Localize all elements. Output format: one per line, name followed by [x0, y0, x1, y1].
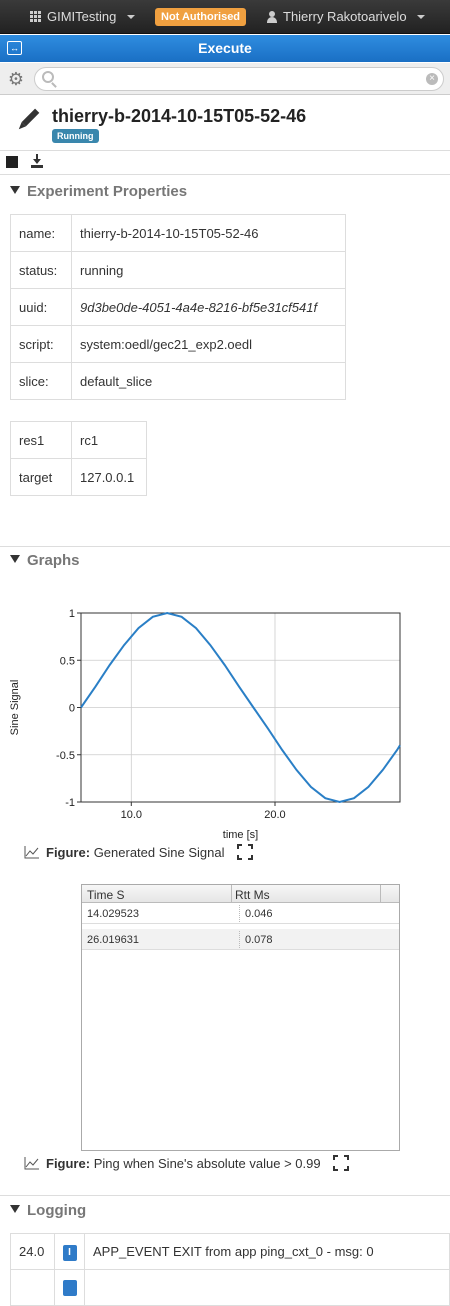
table-row: uuid: 9d3be0de-4051-4a4e-8216-bf5e31cf541…	[10, 288, 346, 326]
y-tick-label: 1	[69, 608, 75, 620]
divider	[0, 174, 450, 175]
property-key: status:	[10, 251, 72, 289]
toggle-panel-icon[interactable]: ↔	[7, 41, 22, 55]
user-dropdown[interactable]: Thierry Rakotoarivelo	[266, 9, 425, 24]
cell: 26.019631	[87, 934, 139, 946]
column-divider[interactable]	[231, 885, 232, 903]
x-tick-label: 20.0	[264, 809, 285, 821]
sine-chart: 1 0.5 0 -0.5 -1 10.0 20.0 time [s] Sine Signal	[9, 608, 401, 841]
section-graphs[interactable]: Graphs	[10, 552, 80, 569]
clear-search-icon[interactable]: ×	[426, 73, 438, 85]
figure-caption: Ping when Sine's absolute value > 0.99	[93, 1155, 321, 1171]
property-value: default_slice	[71, 362, 346, 400]
figure-caption-1: Figure: Generated Sine Signal	[24, 844, 253, 860]
caret-down-icon	[416, 14, 425, 19]
y-axis-label: Sine Signal	[9, 680, 21, 736]
stop-icon[interactable]	[6, 156, 18, 168]
x-tick-label: 10.0	[121, 809, 142, 821]
script-link[interactable]: system:oedl/gec21_exp2.oedl	[71, 325, 346, 363]
resource-value: rc1	[71, 421, 147, 459]
cell: 0.078	[245, 934, 273, 946]
column-header[interactable]: Time S	[87, 888, 125, 902]
caret-down-icon	[127, 14, 136, 19]
property-key: uuid:	[10, 288, 72, 326]
grid-icon	[30, 11, 41, 22]
figure-caption-2: Figure: Ping when Sine's absolute value …	[24, 1155, 349, 1171]
x-axis-label: time [s]	[223, 829, 258, 841]
figure-caption: Generated Sine Signal	[93, 844, 225, 860]
table-row: target 127.0.0.1	[10, 458, 147, 496]
ping-table: Time S Rtt Ms 14.029523 0.046 26.019631 …	[81, 884, 400, 1151]
execute-header: ↔ Execute	[0, 35, 450, 62]
property-key: slice:	[10, 362, 72, 400]
y-tick-label: -1	[65, 797, 75, 809]
info-icon: I	[62, 1244, 77, 1261]
property-key: script:	[10, 325, 72, 363]
divider	[0, 150, 450, 151]
log-row: 24.0 I APP_EVENT EXIT from app ping_cxt_…	[10, 1233, 450, 1270]
column-divider[interactable]	[380, 885, 381, 903]
cell: 0.046	[245, 908, 273, 920]
table-row: name: thierry-b-2014-10-15T05-52-46	[10, 214, 346, 252]
table-row: script: system:oedl/gec21_exp2.oedl	[10, 325, 346, 363]
top-navbar: GIMITesting Not Authorised Thierry Rakot…	[0, 0, 450, 34]
line-chart-icon	[24, 1157, 39, 1170]
resource-key: res1	[10, 421, 72, 459]
log-table: 24.0 I APP_EVENT EXIT from app ping_cxt_…	[10, 1233, 450, 1306]
project-name: GIMITesting	[47, 9, 117, 24]
download-icon[interactable]	[30, 154, 44, 168]
gear-icon[interactable]: ⚙	[7, 69, 25, 89]
user-name: Thierry Rakotoarivelo	[283, 9, 407, 24]
search-toolbar: ⚙ ×	[0, 63, 450, 95]
table-row: res1 rc1	[10, 421, 147, 459]
search-icon	[42, 71, 54, 83]
fullscreen-icon[interactable]	[236, 844, 253, 860]
figure-label: Figure:	[46, 1155, 91, 1171]
divider	[0, 546, 450, 547]
experiment-title: thierry-b-2014-10-15T05-52-46	[52, 106, 307, 126]
search-box: ×	[34, 67, 444, 91]
resource-value: 127.0.0.1	[71, 458, 147, 496]
table-row: status: running	[10, 251, 346, 289]
section-experiment-properties[interactable]: Experiment Properties	[10, 183, 187, 200]
resources-table: res1 rc1 target 127.0.0.1	[10, 421, 147, 496]
info-icon	[62, 1279, 77, 1296]
resource-key: target	[10, 458, 72, 496]
properties-table: name: thierry-b-2014-10-15T05-52-46 statu…	[10, 214, 346, 400]
execute-title: Execute	[198, 40, 252, 56]
column-header[interactable]: Rtt Ms	[235, 888, 270, 902]
cell: 14.029523	[87, 908, 139, 920]
y-tick-label: 0	[69, 703, 75, 715]
line-chart-icon	[24, 846, 39, 859]
table-header: Time S Rtt Ms	[82, 885, 399, 903]
table-row: slice: default_slice	[10, 362, 346, 400]
property-value: 9d3be0de-4051-4a4e-8216-bf5e31cf541f	[71, 288, 346, 326]
pencil-icon	[18, 108, 40, 130]
log-message: APP_EVENT EXIT from app ping_cxt_0 - msg…	[84, 1233, 450, 1270]
project-dropdown[interactable]: GIMITesting	[30, 9, 136, 24]
y-tick-label: 0.5	[60, 655, 75, 667]
property-key: name:	[10, 214, 72, 252]
fullscreen-icon[interactable]	[332, 1155, 349, 1171]
search-input[interactable]	[59, 70, 419, 88]
section-logging[interactable]: Logging	[10, 1202, 86, 1219]
table-row[interactable]: 26.019631 0.078	[82, 929, 399, 950]
property-value: running	[71, 251, 346, 289]
log-row	[10, 1269, 450, 1306]
sine-series-line	[80, 611, 401, 804]
log-time: 24.0	[10, 1233, 55, 1270]
auth-badge: Not Authorised	[155, 8, 247, 26]
status-badge: Running	[52, 129, 99, 143]
divider	[0, 1195, 450, 1196]
user-icon	[266, 10, 278, 23]
figure-label: Figure:	[46, 844, 91, 860]
y-tick-label: -0.5	[56, 750, 75, 762]
property-value: thierry-b-2014-10-15T05-52-46	[71, 214, 346, 252]
table-row[interactable]: 14.029523 0.046	[82, 903, 399, 924]
